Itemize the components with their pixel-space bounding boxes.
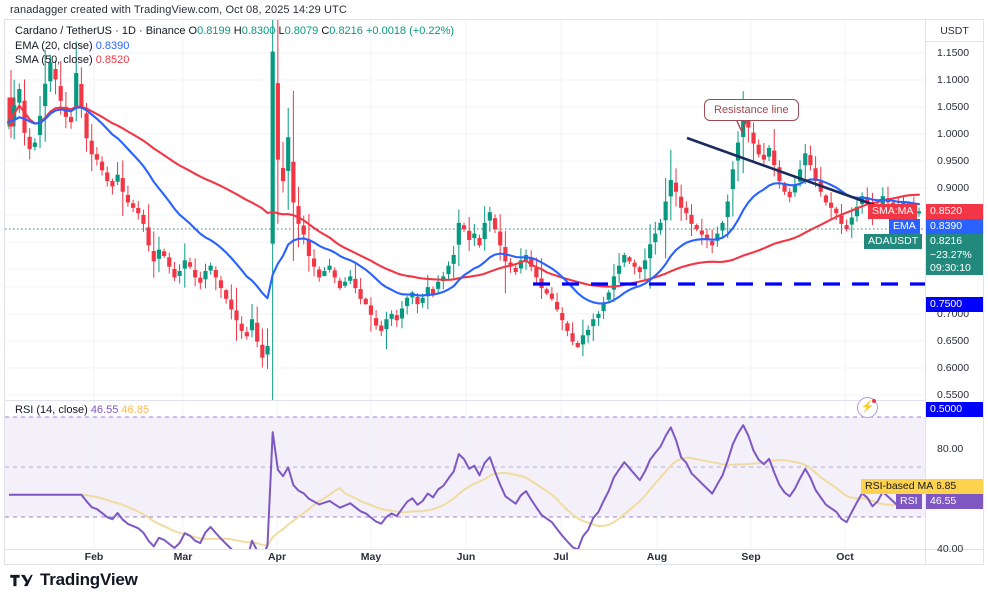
time-axis[interactable]: Feb Mar Apr May Jun Jul Aug Sep Oct xyxy=(5,550,925,564)
tradingview-wordmark: TradingView xyxy=(40,570,138,589)
time-tick-sep: Sep xyxy=(741,551,761,563)
price-tick-0-6500: 0.6500 xyxy=(937,335,970,347)
flash-alert-icon[interactable]: ⚡ xyxy=(857,397,878,418)
legend-symbol-row[interactable]: Cardano / TetherUS · 1D · Binance O0.819… xyxy=(15,24,454,39)
rsi-legend: RSI (14, close) 46.55 46.85 xyxy=(15,404,149,416)
attribution-text: ranadagger created with TradingView.com,… xyxy=(10,4,347,16)
rsi-legend-value: 46.55 xyxy=(90,404,119,416)
price-tick-0-5500: 0.5500 xyxy=(937,389,970,401)
legend-sma-title: SMA (50, close) xyxy=(15,54,93,66)
rsi-grid xyxy=(93,401,846,549)
last-price-value-badge[interactable]: 0.8216 −23.27% 09:30:10 xyxy=(926,234,983,275)
support-075-value-badge[interactable]: 0.7500 xyxy=(926,297,983,312)
sma-50-line xyxy=(7,104,921,288)
footer-branding: TradingView xyxy=(10,570,138,590)
candles-group xyxy=(6,20,922,400)
symbol-tag-label: ADAUSDT xyxy=(868,235,919,247)
price-tick-1-1500: 1.1500 xyxy=(937,47,970,59)
chart-frame: Resistance line xyxy=(4,19,984,565)
legend-high-value: 0.8300 xyxy=(241,25,276,37)
legend-high-label: H xyxy=(233,25,242,37)
time-tick-apr: Apr xyxy=(267,551,287,563)
rsi-line xyxy=(9,424,920,549)
legend-change-value: +0.0018 (+0.22%) xyxy=(365,25,455,37)
price-tick-1-1000: 1.1000 xyxy=(937,74,970,86)
sma-ma-name-tag[interactable]: SMA:MA xyxy=(868,204,918,219)
sma-ma-value-badge[interactable]: 0.8520 xyxy=(926,204,983,219)
price-tick-0-9500: 0.9500 xyxy=(937,155,970,167)
ema-20-line xyxy=(7,106,921,305)
legend-close-label: C xyxy=(321,25,330,37)
rsi-name-tag[interactable]: RSI xyxy=(896,494,922,509)
price-tick-0-6000: 0.6000 xyxy=(937,362,970,374)
price-plot-svg xyxy=(5,20,925,400)
price-tick-1-0500: 1.0500 xyxy=(937,101,970,113)
chart-panes: Resistance line xyxy=(5,20,983,564)
legend-low-value: 0.8079 xyxy=(284,25,319,37)
last-price-value: 0.8216 xyxy=(930,235,963,247)
legend-close-value: 0.8216 xyxy=(329,25,363,37)
support-050-value-badge[interactable]: 0.5000 xyxy=(926,402,983,417)
time-tick-aug: Aug xyxy=(646,551,668,563)
symbol-name-tag[interactable]: ADAUSDT xyxy=(864,234,923,249)
time-tick-oct: Oct xyxy=(836,551,854,563)
time-tick-feb: Feb xyxy=(84,551,104,563)
rsi-value: 46.55 xyxy=(930,495,957,507)
ema-name-tag[interactable]: EMA xyxy=(889,219,920,234)
bolt-glyph: ⚡ xyxy=(860,401,875,413)
tradingview-logo-icon xyxy=(10,574,33,586)
resistance-callout[interactable]: Resistance line xyxy=(704,99,799,121)
pane-separator xyxy=(5,400,925,401)
price-tick-1-0000: 1.0000 xyxy=(937,128,970,140)
rsi-value-badge[interactable]: 46.55 xyxy=(926,494,983,509)
resistance-trendline xyxy=(686,136,878,208)
time-tick-jul: Jul xyxy=(553,551,569,563)
callout-tail xyxy=(735,118,748,134)
legend-sep-1: · xyxy=(115,25,119,37)
rsi-plot-svg xyxy=(5,401,925,549)
legend-symbol: Cardano / TetherUS xyxy=(15,25,113,37)
last-price-change-pct: −23.27% xyxy=(930,248,972,261)
ema-value-badge[interactable]: 0.8390 xyxy=(926,219,983,234)
rsi-ma-tag-label: RSI-based MA xyxy=(865,480,934,492)
time-tick-may: May xyxy=(360,551,382,563)
legend-open-label: O xyxy=(188,25,198,37)
rsi-tag-label: RSI xyxy=(900,495,918,507)
chart-legend: Cardano / TetherUS · 1D · Binance O0.819… xyxy=(15,24,454,68)
axis-unit-label: USDT xyxy=(926,20,983,42)
time-axis-separator xyxy=(5,549,983,550)
legend-sma-row[interactable]: SMA (50, close) 0.8520 xyxy=(15,53,454,68)
legend-low-label: L xyxy=(278,25,285,37)
price-pane[interactable]: Resistance line xyxy=(5,20,925,400)
support-075-value: 0.7500 xyxy=(930,298,963,310)
support-050-value: 0.5000 xyxy=(930,403,963,415)
sma-ma-value: 0.8520 xyxy=(930,205,963,217)
time-tick-jun: Jun xyxy=(456,551,476,563)
time-tick-mar: Mar xyxy=(173,551,193,563)
rsi-legend-ma-value: 46.85 xyxy=(121,404,149,416)
rsi-ma-name-tag[interactable]: RSI-based MA xyxy=(861,479,938,494)
legend-sep-2: · xyxy=(138,25,143,37)
legend-sma-value: 0.8520 xyxy=(95,54,130,66)
rsi-tick-40: 40.00 xyxy=(937,543,964,555)
legend-ema-title: EMA (20, close) xyxy=(15,39,93,52)
ema-tag-label: EMA xyxy=(893,220,916,232)
legend-open-value: 0.8199 xyxy=(197,25,231,37)
legend-ema-value: 0.8390 xyxy=(95,39,130,52)
flash-alert-dot xyxy=(872,399,876,403)
legend-interval: 1D xyxy=(121,25,136,37)
ema-value: 0.8390 xyxy=(930,220,963,232)
legend-exchange: Binance xyxy=(145,25,186,37)
last-price-countdown: 09:30:10 xyxy=(930,262,971,274)
rsi-legend-title: RSI (14, close) xyxy=(15,404,88,416)
rsi-pane[interactable]: RSI (14, close) 46.55 46.85 xyxy=(5,401,925,549)
rsi-tick-80: 80.00 xyxy=(937,443,964,455)
resistance-callout-label: Resistance line xyxy=(714,104,789,116)
sma-ma-tag-label: SMA:MA xyxy=(872,205,914,217)
legend-ema-row[interactable]: EMA (20, close) 0.8390 xyxy=(15,39,454,54)
price-tick-0-9000: 0.9000 xyxy=(937,182,970,194)
